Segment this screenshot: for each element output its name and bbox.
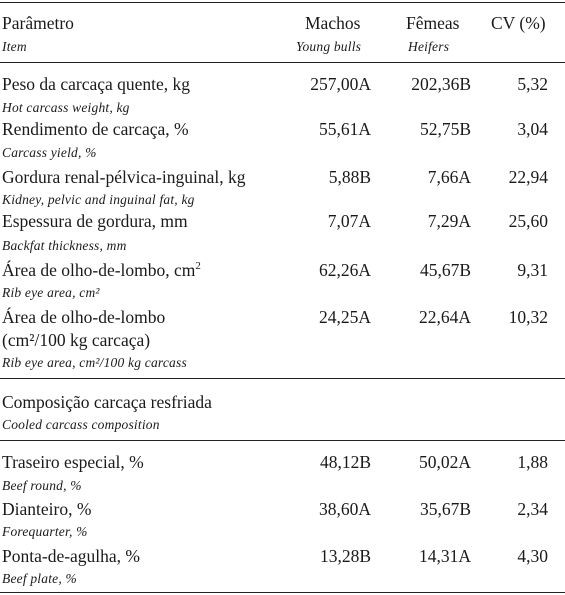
table-row: Peso da carcaça quente, kg 257,00A 202,3… (0, 72, 565, 96)
cv-value: 4,30 (517, 546, 548, 566)
femeas-value: 202,36B (411, 74, 471, 94)
header-cv: CV (%) (491, 13, 546, 33)
header-item: Item (2, 39, 27, 54)
param-label: Área de olho-de-lombo, cm2 (2, 258, 201, 282)
param-translation: Beef round, % (2, 478, 82, 493)
cv-value: 3,04 (517, 119, 548, 139)
param-translation: Carcass yield, % (2, 145, 97, 160)
cv-value: 22,94 (508, 167, 548, 187)
table-row-translation: Beef plate, % (0, 567, 565, 591)
param-label: Gordura renal-pélvica-inguinal, kg (2, 167, 246, 187)
section-heading-translation: Cooled carcass composition (0, 413, 565, 437)
femeas-value: 35,67B (419, 499, 471, 519)
table-row: Traseiro especial, % 48,12B 50,02A 1,88 (0, 450, 565, 474)
femeas-value: 7,29A (427, 211, 471, 231)
param-translation: Forequarter, % (2, 524, 88, 539)
machos-value: 13,28B (319, 546, 371, 566)
cv-value: 9,31 (517, 260, 548, 280)
machos-value: 7,07A (327, 211, 371, 231)
machos-value: 24,25A (318, 307, 371, 327)
table-row-translation: Kidney, pelvic and inguinal fat, kg (0, 188, 565, 212)
table-row-translation: Carcass yield, % (0, 141, 565, 165)
superscript: 2 (195, 260, 201, 272)
param-translation: Beef plate, % (2, 571, 77, 586)
param-label: Peso da carcaça quente, kg (2, 74, 191, 94)
table-row-translation: Backfat thickness, mm (0, 234, 565, 258)
cv-value: 2,34 (517, 499, 548, 519)
header-subrow: Item Young bulls Heifers (0, 35, 565, 59)
table-row-translation: Hot carcass weight, kg (0, 96, 565, 120)
cv-value: 5,32 (517, 74, 548, 94)
param-label: Dianteiro, % (2, 499, 92, 519)
femeas-value: 7,66A (427, 167, 471, 187)
section-rule (0, 378, 565, 379)
param-label: Rendimento de carcaça, % (2, 119, 189, 139)
table-row: Área de olho-de-lombo 24,25A 22,64A 10,3… (0, 305, 565, 329)
machos-value: 48,12B (319, 452, 371, 472)
table-row-translation: Beef round, % (0, 474, 565, 498)
machos-value: 62,26A (318, 260, 371, 280)
cv-value: 10,32 (508, 307, 548, 327)
machos-value: 257,00A (310, 74, 371, 94)
param-translation: Rib eye area, cm² (2, 285, 100, 300)
header-young-bulls: Young bulls (296, 39, 362, 54)
param-label: Área de olho-de-lombo (2, 307, 166, 327)
table-row: Gordura renal-pélvica-inguinal, kg 5,88B… (0, 165, 565, 189)
machos-value: 55,61A (318, 119, 371, 139)
femeas-value: 14,31A (418, 546, 471, 566)
cv-value: 1,88 (517, 452, 548, 472)
table-row: Dianteiro, % 38,60A 35,67B 2,34 (0, 497, 565, 521)
table-row-translation: Rib eye area, cm² (0, 281, 565, 305)
header-machos: Machos (305, 13, 361, 33)
param-translation: Backfat thickness, mm (2, 238, 127, 253)
header-row: Parâmetro Machos Fêmeas CV (%) (0, 11, 565, 35)
table-row: Área de olho-de-lombo, cm2 62,26A 45,67B… (0, 258, 565, 282)
femeas-value: 22,64A (418, 307, 471, 327)
section-heading: Composição carcaça resfriada (0, 390, 565, 414)
machos-value: 38,60A (318, 499, 371, 519)
bottom-rule (0, 592, 565, 593)
table-row-continuation: (cm²/100 kg carcaça) (0, 328, 565, 352)
table-row: Ponta-de-agulha, % 13,28B 14,31A 4,30 (0, 544, 565, 568)
section-title: Composição carcaça resfriada (2, 392, 212, 412)
param-label-line2: (cm²/100 kg carcaça) (2, 330, 151, 350)
femeas-value: 45,67B (419, 260, 471, 280)
param-translation: Kidney, pelvic and inguinal fat, kg (2, 192, 195, 207)
header-heifers: Heifers (408, 39, 450, 54)
femeas-value: 50,02A (418, 452, 471, 472)
cv-value: 25,60 (508, 211, 548, 231)
table-row-translation: Rib eye area, cm²/100 kg carcass (0, 351, 565, 375)
section-translation: Cooled carcass composition (2, 417, 160, 432)
param-translation: Hot carcass weight, kg (2, 100, 130, 115)
table-row-translation: Forequarter, % (0, 520, 565, 544)
top-rule (0, 2, 565, 3)
section-bottom-rule (0, 440, 565, 441)
param-label: Espessura de gordura, mm (2, 211, 188, 231)
machos-value: 5,88B (328, 167, 371, 187)
param-label: Ponta-de-agulha, % (2, 546, 141, 566)
table-row: Rendimento de carcaça, % 55,61A 52,75B 3… (0, 117, 565, 141)
header-femeas: Fêmeas (406, 13, 460, 33)
param-translation: Rib eye area, cm²/100 kg carcass (2, 355, 187, 370)
table-row: Espessura de gordura, mm 7,07A 7,29A 25,… (0, 209, 565, 233)
header-param: Parâmetro (2, 13, 74, 33)
femeas-value: 52,75B (419, 119, 471, 139)
param-label: Traseiro especial, % (2, 452, 144, 472)
param-label-text: Área de olho-de-lombo, cm (2, 260, 196, 280)
header-rule (0, 62, 565, 63)
